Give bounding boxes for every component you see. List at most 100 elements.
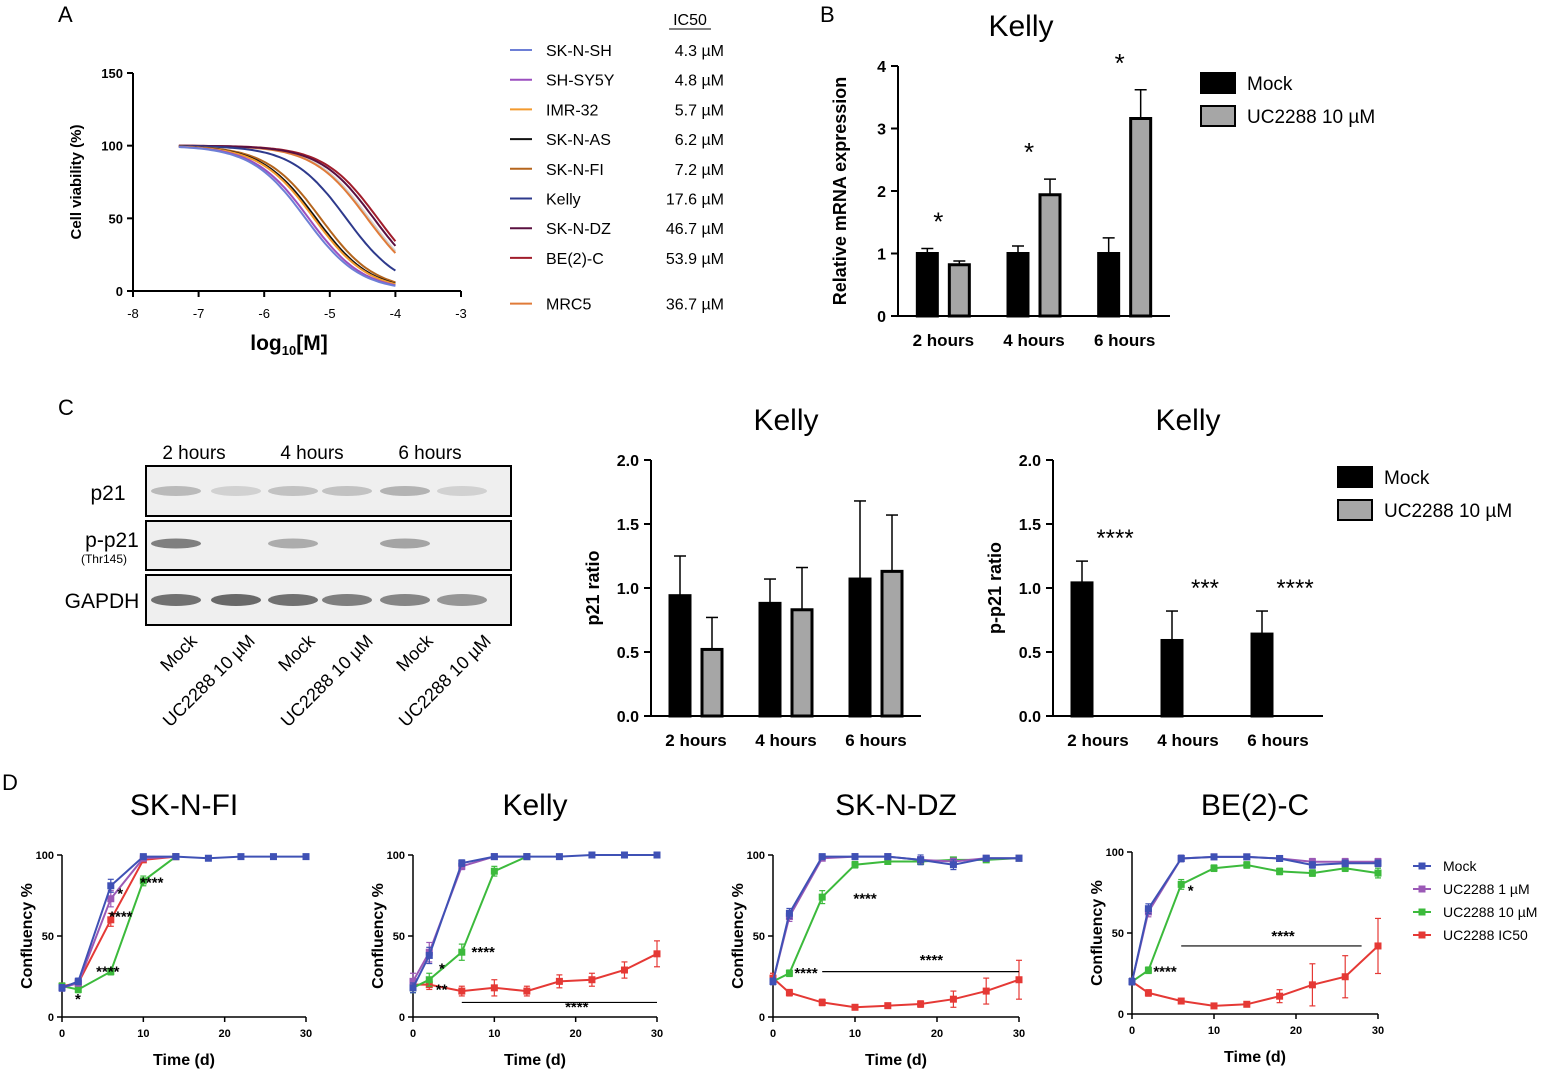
y-tick-label: 150 bbox=[101, 66, 123, 81]
data-point bbox=[785, 909, 793, 917]
y-axis-label: p-p21 ratio bbox=[985, 542, 1005, 634]
y-tick-label: 0.5 bbox=[1019, 645, 1041, 662]
significance-label: * bbox=[75, 991, 81, 1008]
y-tick-label: 1 bbox=[877, 247, 886, 264]
y-tick-label: 4 bbox=[877, 59, 886, 76]
bar-mock bbox=[1006, 252, 1030, 318]
significance-label: *** bbox=[1191, 575, 1219, 602]
data-point bbox=[139, 877, 147, 885]
bar-uc2288 bbox=[790, 608, 814, 718]
panel-label-a: A bbox=[58, 2, 73, 27]
y-tick-label: 1.0 bbox=[1019, 581, 1041, 598]
x-tick-label: 20 bbox=[219, 1028, 231, 1040]
data-point bbox=[107, 882, 115, 890]
series-line bbox=[412, 854, 657, 989]
data-point bbox=[107, 895, 115, 903]
legend-name: SK-N-SH bbox=[546, 43, 612, 60]
data-point bbox=[458, 987, 466, 995]
y-tick-label: 0 bbox=[759, 1012, 765, 1024]
legend-label-uc2288: UC2288 10 µM bbox=[1247, 107, 1375, 128]
series-line bbox=[772, 977, 1020, 1009]
x-tick-label: 20 bbox=[1290, 1025, 1302, 1037]
data-point bbox=[172, 853, 180, 861]
data-point bbox=[490, 853, 498, 861]
data-point bbox=[74, 977, 82, 985]
legend-label-uc2288: UC2288 10 µM bbox=[1384, 501, 1512, 522]
data-point bbox=[785, 989, 793, 997]
significance-label: **** bbox=[565, 999, 589, 1016]
series-line bbox=[412, 855, 527, 982]
chart-title: BE(2)-C bbox=[1201, 789, 1309, 822]
significance-label: * bbox=[439, 960, 445, 977]
legend-swatch-marker bbox=[1418, 885, 1426, 893]
data-point bbox=[1243, 853, 1251, 861]
legend-ic50: 17.6 µM bbox=[666, 192, 724, 209]
significance-label: **** bbox=[1153, 964, 1177, 981]
row-sublabel: (Thr145) bbox=[81, 552, 127, 566]
significance-label: **** bbox=[853, 891, 877, 908]
data-point bbox=[884, 857, 892, 865]
data-point bbox=[588, 851, 596, 859]
dose-curve bbox=[178, 145, 396, 284]
series-line bbox=[413, 952, 658, 993]
lane-label: Mock bbox=[156, 630, 201, 675]
data-point bbox=[409, 984, 417, 992]
lane-label: Mock bbox=[274, 630, 319, 675]
x-tick-label: 10 bbox=[1208, 1025, 1220, 1037]
bar-mock bbox=[1160, 638, 1184, 718]
significance-label: * bbox=[933, 207, 943, 237]
data-point bbox=[1276, 867, 1284, 875]
series-line bbox=[412, 855, 528, 989]
y-tick-label: 1.0 bbox=[617, 581, 639, 598]
legend-swatch-uc2288 bbox=[1200, 105, 1236, 127]
data-point bbox=[74, 985, 82, 993]
x-tick-label: 0 bbox=[410, 1028, 416, 1040]
data-point bbox=[851, 1003, 859, 1011]
confluency-legend: Mock UC2288 1 µM UC2288 10 µM UC2288 IC50 bbox=[1413, 858, 1537, 943]
bar-mock bbox=[848, 577, 872, 718]
blot-strip bbox=[145, 465, 512, 517]
series-line bbox=[772, 855, 1019, 982]
significance-label: **** bbox=[794, 965, 818, 982]
y-tick-label: 3 bbox=[877, 122, 886, 139]
blot-band bbox=[268, 594, 318, 606]
y-tick-label: 2.0 bbox=[617, 453, 639, 470]
y-tick-label: 0 bbox=[48, 1012, 54, 1024]
y-axis-label: p21 ratio bbox=[583, 550, 603, 625]
x-tick-label: -3 bbox=[455, 306, 467, 321]
category-label: 6 hours bbox=[1094, 331, 1155, 350]
blot-band bbox=[380, 594, 430, 606]
x-tick-label: -6 bbox=[258, 306, 270, 321]
y-tick-label: 2.0 bbox=[1019, 453, 1041, 470]
blot-band bbox=[268, 486, 318, 496]
panel-label-b: B bbox=[820, 2, 835, 27]
dose-curve bbox=[178, 146, 396, 287]
data-point bbox=[620, 966, 628, 974]
category-label: 4 hours bbox=[1003, 331, 1064, 350]
legend-ic50: 46.7 µM bbox=[666, 221, 724, 238]
bar-mock bbox=[668, 594, 692, 718]
x-tick-label: 0 bbox=[770, 1028, 776, 1040]
category-label: 2 hours bbox=[1067, 731, 1128, 750]
legend-swatch-mock bbox=[1337, 466, 1373, 488]
data-point bbox=[204, 854, 212, 862]
y-tick-label: 50 bbox=[393, 931, 405, 943]
blot-band bbox=[380, 538, 430, 549]
y-tick-label: 100 bbox=[1106, 847, 1124, 859]
legend-name: SH-SY5Y bbox=[546, 73, 615, 90]
legend-label-mock: Mock bbox=[1247, 74, 1293, 95]
significance-label: **** bbox=[1276, 575, 1313, 602]
y-tick-label: 0.5 bbox=[617, 645, 639, 662]
x-axis-label: Time (d) bbox=[153, 1052, 215, 1069]
data-point bbox=[425, 951, 433, 959]
p21-ratio-chart: 0.0 0.5 1.0 1.5 2.0 Kelly p21 ratio 2 hours 4 ho… bbox=[583, 404, 921, 750]
x-tick-label: 0 bbox=[59, 1028, 65, 1040]
data-point bbox=[107, 916, 115, 924]
y-tick-label: 1.5 bbox=[617, 517, 639, 534]
y-tick-label: 0 bbox=[1118, 1009, 1124, 1021]
legend-ic50: 4.3 µM bbox=[675, 43, 724, 60]
data-point bbox=[1015, 976, 1023, 984]
blot-band bbox=[151, 486, 201, 496]
data-point bbox=[653, 950, 661, 958]
